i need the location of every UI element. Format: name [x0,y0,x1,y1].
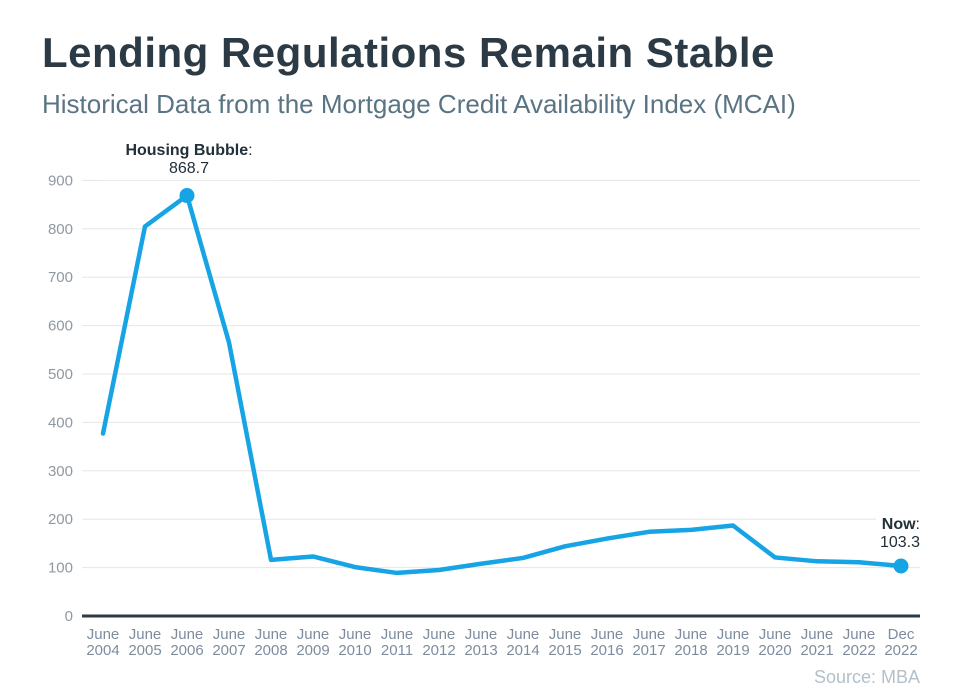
x-axis-tick-label: June 2009 [296,626,329,659]
y-axis-tick-label: 600 [48,318,73,335]
x-axis-tick-label: June 2017 [632,626,665,659]
x-axis-tick-label: June 2012 [422,626,455,659]
x-axis-tick-label: June 2004 [86,626,119,659]
x-axis-tick-label: June 2010 [338,626,371,659]
page-title: Lending Regulations Remain Stable [42,29,775,76]
annotation-now-label: Now [881,516,916,533]
data-point-marker-19 [893,558,909,574]
x-axis-tick-label: June 2013 [464,626,497,659]
y-axis-tick-label: 800 [48,221,73,238]
y-axis-tick-label: 200 [48,511,73,528]
x-axis-tick-label: June 2021 [800,626,833,659]
source-credit: Source: MBA [813,667,920,687]
annotation-housing-bubble-label: Housing Bubble [125,142,249,159]
x-axis-tick-label: June 2018 [674,626,707,659]
x-axis-tick-label: June 2020 [758,626,791,659]
annotation-housing-bubble-line1: Housing Bubble: [103,142,275,160]
y-axis-tick-label: 300 [48,463,73,480]
x-axis-tick-label: June 2014 [506,626,539,659]
x-axis-tick-label: June 2022 [842,626,875,659]
x-axis-tick-label: June 2019 [716,626,749,659]
x-axis-tick-label: Dec 2022 [884,626,917,659]
annotation-now-line1: Now: [880,516,920,534]
annotation-now: Now: 103.3 [875,514,924,554]
x-axis-tick-label: June 2005 [128,626,161,659]
x-axis-tick-label: June 2015 [548,626,581,659]
x-axis-tick-label: June 2016 [590,626,623,659]
x-axis-tick-label: June 2007 [212,626,245,659]
page-subtitle: Historical Data from the Mortgage Credit… [42,89,796,119]
x-axis-tick-label: June 2008 [254,626,287,659]
annotation-housing-bubble-value: 868.7 [168,160,210,177]
y-axis-tick-label: 100 [48,560,73,577]
y-axis-tick-label: 0 [65,608,73,625]
x-axis-tick-label: June 2011 [381,626,414,659]
y-axis-tick-label: 900 [48,172,73,189]
annotation-housing-bubble: Housing Bubble: 868.7 [99,140,279,180]
annotation-now-value: 103.3 [879,534,920,551]
x-axis-tick-label: June 2006 [170,626,203,659]
y-axis-tick-label: 500 [48,366,73,383]
y-axis-tick-label: 400 [48,414,73,431]
annotation-now-colon: : [915,516,920,533]
data-point-marker-2 [179,188,195,204]
annotation-housing-bubble-colon: : [248,142,253,159]
y-axis-tick-label: 700 [48,269,73,286]
mcai-data-line [100,193,904,576]
